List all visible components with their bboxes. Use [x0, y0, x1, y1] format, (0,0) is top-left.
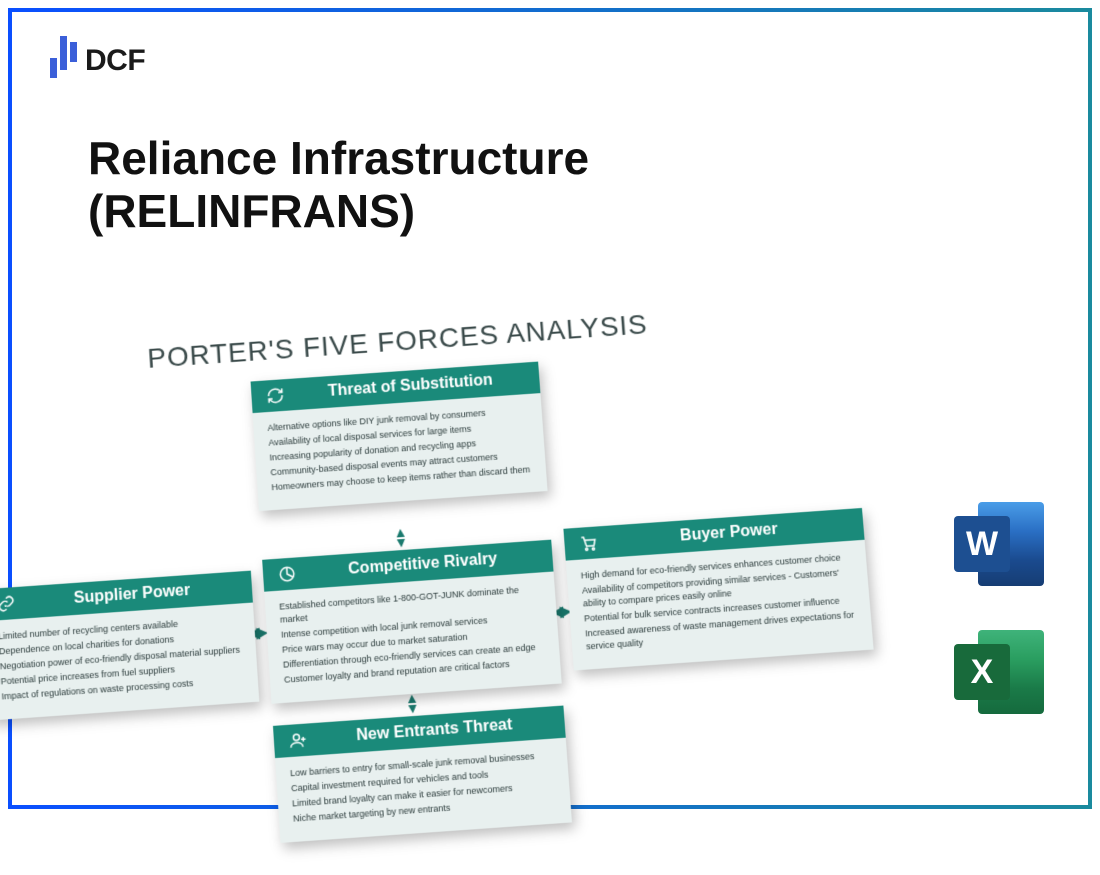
- logo: DCF: [50, 38, 145, 84]
- link-icon: [0, 593, 17, 614]
- title-line-2: (RELINFRANS): [88, 185, 415, 237]
- logo-bars-icon: [50, 38, 77, 84]
- refresh-icon: [265, 385, 286, 406]
- five-forces-diagram: PORTER'S FIVE FORCES ANALYSIS Threat of …: [0, 294, 902, 875]
- excel-icon[interactable]: X: [954, 630, 1044, 714]
- card-substitution: Threat of Substitution Alternative optio…: [251, 362, 548, 512]
- card-supplier: Supplier Power Limited number of recycli…: [0, 571, 259, 721]
- user-plus-icon: [287, 730, 308, 752]
- pie-icon: [276, 563, 297, 584]
- cart-icon: [578, 532, 599, 553]
- logo-text: DCF: [85, 44, 145, 78]
- connector-icon: ▲▼: [393, 528, 408, 548]
- excel-letter: X: [954, 644, 1010, 700]
- card-rivalry: Competitive Rivalry Established competit…: [262, 540, 562, 704]
- file-icons: W X: [954, 502, 1044, 714]
- connector-icon: ▲▼: [405, 693, 420, 714]
- card-buyer: Buyer Power High demand for eco-friendly…: [563, 508, 873, 671]
- diagram-title: PORTER'S FIVE FORCES ANALYSIS: [147, 309, 649, 375]
- page-title: Reliance Infrastructure (RELINFRANS): [88, 132, 589, 238]
- page-frame: DCF Reliance Infrastructure (RELINFRANS)…: [8, 8, 1092, 809]
- word-letter: W: [954, 516, 1010, 572]
- card-entrants: New Entrants Threat Low barriers to entr…: [273, 706, 572, 844]
- card-body-buyer: High demand for eco-friendly services en…: [566, 540, 874, 671]
- word-icon[interactable]: W: [954, 502, 1044, 586]
- title-line-1: Reliance Infrastructure: [88, 132, 589, 184]
- card-body-substitution: Alternative options like DIY junk remova…: [253, 393, 548, 511]
- card-body-supplier: Limited number of recycling centers avai…: [0, 603, 259, 721]
- card-body-rivalry: Established competitors like 1-800-GOT-J…: [264, 572, 562, 705]
